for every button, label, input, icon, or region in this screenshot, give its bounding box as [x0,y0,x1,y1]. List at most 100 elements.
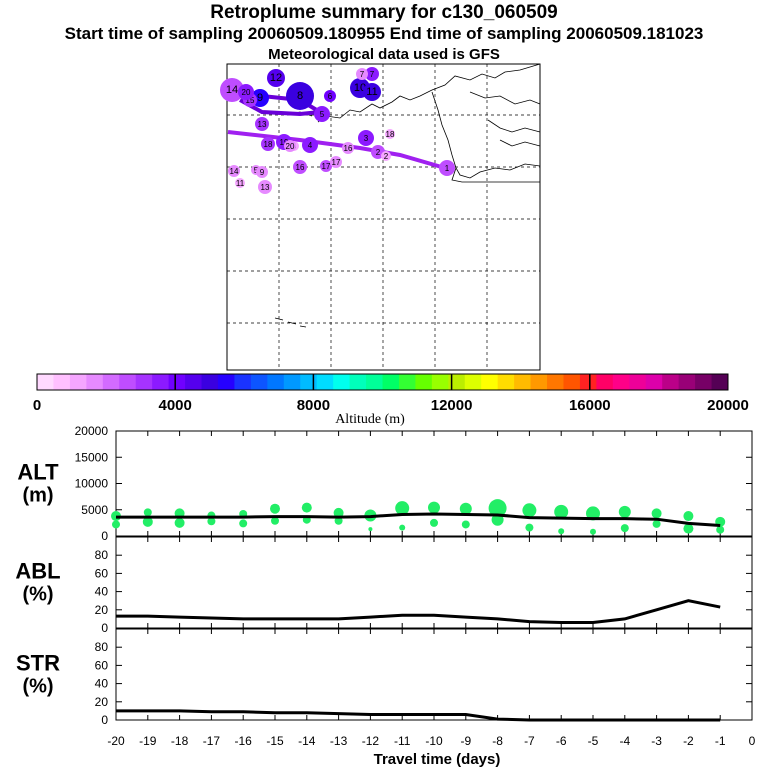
y-tick-label: 0 [101,621,108,635]
alt-point [683,523,694,534]
alt-point [399,524,406,531]
map-point-label: 16 [296,163,305,172]
alt-point [525,523,534,532]
y-tick-label: 80 [95,640,109,654]
panel-y-label: (%) [22,584,53,606]
map-point-label: 16 [344,144,353,153]
map-point-label: 14 [230,167,239,176]
alt-point [428,501,440,514]
x-tick-label: -4 [619,734,630,748]
map-point-label: 9 [257,92,263,104]
colorbar-ticks: 0 4000 8000 12000 16000 20000 [33,374,749,414]
alt-point [618,505,631,518]
y-tick-label: 60 [95,658,109,672]
trajectory-points: 1234567891011121314151617181920256791113… [220,67,455,194]
y-tick-label: 10000 [75,477,109,491]
x-tick-label: -2 [683,734,694,748]
colorbar-cell [152,374,170,390]
map-point-label: 4 [308,141,313,150]
meteo-source: Meteorological data used is GFS [268,46,500,63]
panel-y-label: (m) [22,485,53,507]
x-tick-label: -17 [203,734,221,748]
colorbar-cell [464,374,482,390]
colorbar-cells [37,374,729,390]
alt-point [716,525,725,534]
colorbar-cell [563,374,581,390]
x-tick-label: -13 [330,734,348,748]
colorbar-cell [316,374,334,390]
map-point-label: 5 [320,110,325,119]
map-point [238,84,254,100]
colorbar-cell [69,374,87,390]
alt-point [461,520,470,529]
alt-point [590,528,596,535]
x-tick-label: -14 [298,734,316,748]
colorbar-cell [250,374,268,390]
track-lower [227,130,446,170]
alt-point [558,528,565,535]
mean-altitude-line [116,512,721,527]
alt-point [143,508,152,517]
map-point-label: 12 [270,72,282,84]
x-tick-label: -18 [171,734,189,748]
colorbar-cell [579,374,597,390]
colorbar-cell [481,374,499,390]
map-point-label: 17 [332,158,341,167]
alt-point [271,516,279,525]
panel-frame [115,628,753,721]
y-tick-label: 15000 [75,450,109,464]
colorbar-cell [267,374,285,390]
x-tick-label: -6 [556,734,567,748]
colorbar-cell [201,374,219,390]
map-point [385,129,395,139]
panel-y-label: STR [16,651,60,676]
abl-line [116,599,721,625]
map-point-label: 7 [370,70,375,79]
colorbar-label: Altitude (m) [335,412,405,427]
colorbar-cell [366,374,383,390]
colorbar-cell [283,374,301,390]
alt-point [683,511,694,522]
map-point-label: 6 [328,92,333,101]
colorbar-tick-label: 12000 [431,397,473,414]
alt-point [554,504,569,519]
colorbar-cell [497,374,515,390]
map-point-label: 3 [364,134,369,143]
x-tick-label: -3 [651,734,662,748]
x-tick-label: -19 [139,734,157,748]
map-point [228,165,240,177]
y-tick-label: 40 [95,677,109,691]
map-point [356,68,368,80]
colorbar-cell [530,374,548,390]
map-point-label: 19 [280,138,289,147]
x-tick-label: -8 [492,734,503,748]
trajectory-map: 1234567891011121314151617181920256791113… [220,63,541,371]
alt-point [620,524,629,533]
y-tick-label: 5000 [81,503,108,517]
chart-title: Retroplume summary for c130_060509 [210,2,558,23]
panel-y-label: ALT [17,460,59,485]
colorbar-cell [612,374,630,390]
colorbar-tick-label: 16000 [569,397,611,414]
panel-y-label: (%) [22,676,53,698]
map-point [314,106,330,122]
alt-point [334,516,343,525]
map-point-label: 8 [297,90,303,102]
x-tick-label: -15 [266,734,284,748]
x-tick-label: -20 [107,734,125,748]
map-point-label: 15 [246,96,255,105]
map-point [255,117,269,131]
colorbar-cell [86,374,104,390]
colorbar-cell [333,374,351,390]
alt-point [174,517,185,528]
x-tick-label: -16 [235,734,253,748]
colorbar-cell [596,374,614,390]
map-point-label: 20 [242,88,251,97]
x-axis-label: Travel time (days) [374,751,501,768]
colorbar-cell [135,374,153,390]
y-tick-label: 20000 [75,424,109,438]
alt-point [652,519,661,528]
colorbar-cell [514,374,532,390]
map-point [358,130,374,146]
